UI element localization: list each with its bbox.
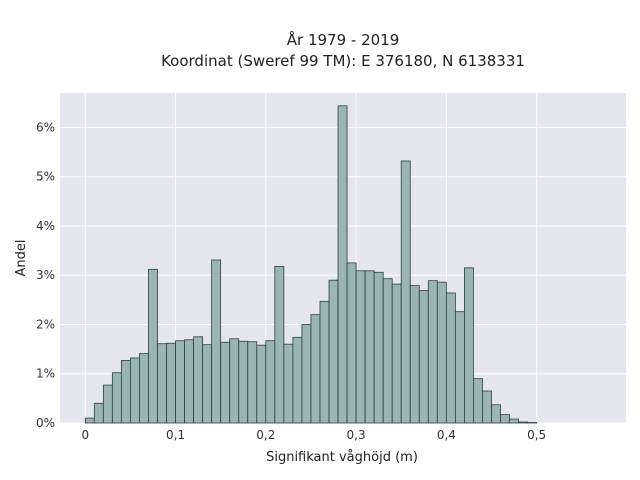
y-axis-label: Andel <box>14 240 29 277</box>
histogram-bar <box>229 338 240 424</box>
histogram-bar <box>93 402 104 424</box>
histogram-bar <box>256 344 267 424</box>
x-tick-label: 0,5 <box>527 428 546 442</box>
histogram-bar <box>436 281 447 424</box>
y-tick-label: 3% <box>36 268 55 282</box>
histogram-bar <box>130 357 140 424</box>
histogram-bar <box>337 105 348 424</box>
histogram-bar <box>427 280 438 424</box>
histogram-bar <box>220 341 231 424</box>
y-tick-label: 2% <box>36 317 55 331</box>
histogram-bar <box>247 341 258 424</box>
histogram-bar <box>346 262 357 424</box>
histogram-bar <box>509 418 519 424</box>
histogram-bar <box>500 414 510 424</box>
histogram-bar <box>391 283 402 424</box>
histogram-bar <box>464 267 474 424</box>
histogram-bar <box>84 417 95 424</box>
histogram-bar <box>491 404 501 424</box>
bars-group <box>84 105 538 424</box>
histogram-bar <box>111 372 122 424</box>
x-tick-label: 0,3 <box>347 428 366 442</box>
histogram-bar <box>193 336 204 424</box>
y-tick-label: 1% <box>36 367 55 381</box>
chart-subtitle: Koordinat (Sweref 99 TM): E 376180, N 61… <box>161 52 525 70</box>
histogram-bar <box>355 270 366 424</box>
histogram-bar <box>373 271 384 424</box>
histogram-bar <box>328 279 339 424</box>
histogram-bar <box>120 360 131 424</box>
histogram-bar <box>382 278 393 424</box>
histogram-bar <box>418 290 429 424</box>
histogram-bar <box>482 390 492 424</box>
histogram-bar <box>409 285 420 424</box>
histogram-bar <box>175 340 185 424</box>
histogram-bar <box>454 311 465 424</box>
histogram-bar <box>166 342 176 424</box>
chart-title: År 1979 - 2019 <box>287 30 400 49</box>
histogram-bar <box>157 343 167 424</box>
histogram-bar <box>445 292 456 424</box>
x-tick-label: 0,1 <box>166 428 185 442</box>
histogram-bar <box>473 378 483 424</box>
histogram-bar <box>364 270 375 424</box>
y-tick-label: 5% <box>36 170 55 184</box>
tick-labels: 0 0,1 0,2 0,3 0,4 0,5 0% 1% 2% 3% 4% 5% 6% <box>36 120 546 442</box>
histogram-bar <box>102 384 113 424</box>
histogram-bar <box>283 343 294 424</box>
x-axis-label: Signifikant våghöjd (m) <box>266 450 418 465</box>
y-tick-label: 4% <box>36 219 55 233</box>
x-tick-label: 0 <box>81 428 89 442</box>
histogram-bar <box>518 421 529 424</box>
histogram-bar <box>310 314 321 424</box>
y-tick-label: 0% <box>36 416 55 430</box>
histogram-bar <box>184 339 195 424</box>
histogram-bar <box>274 265 285 424</box>
histogram-bar <box>319 300 330 424</box>
histogram-bar <box>265 340 276 424</box>
histogram-bar <box>202 344 213 424</box>
histogram-bar <box>301 324 312 424</box>
histogram-bar <box>139 353 149 424</box>
histogram-bar <box>400 160 411 424</box>
histogram-bar <box>148 268 158 424</box>
histogram-bar <box>292 336 303 424</box>
x-tick-label: 0,4 <box>437 428 456 442</box>
y-tick-label: 6% <box>36 120 55 134</box>
histogram-bar <box>211 259 222 424</box>
x-tick-label: 0,2 <box>256 428 275 442</box>
histogram-bar <box>238 340 249 424</box>
